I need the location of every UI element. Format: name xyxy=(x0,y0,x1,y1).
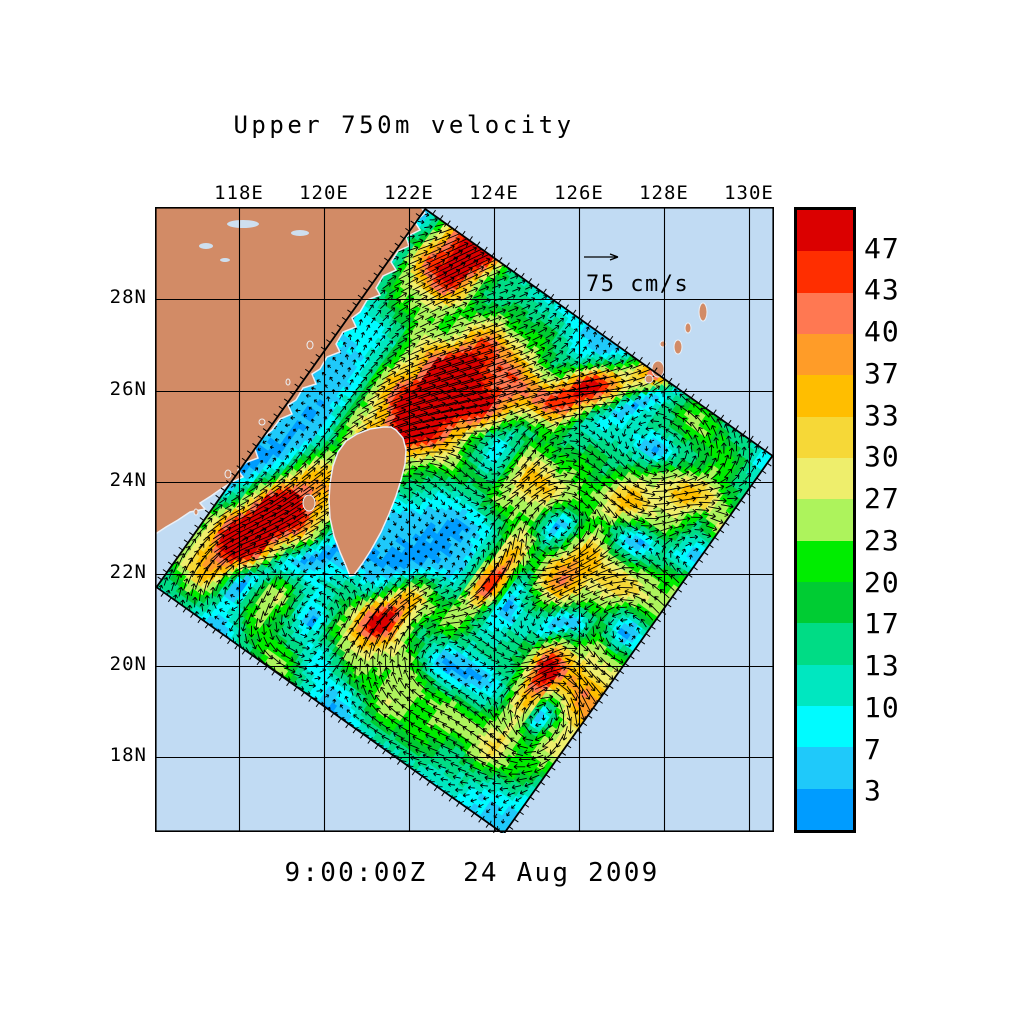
lon-tick-label: 118E xyxy=(214,182,264,204)
colorbar-tick-label: 47 xyxy=(864,231,900,265)
colorbar-band xyxy=(797,210,853,252)
timestamp: 9:00:00Z 24 Aug 2009 xyxy=(284,858,660,888)
lat-tick-label: 18N xyxy=(109,744,147,766)
lon-tick-label: 126E xyxy=(554,182,604,204)
colorbar-band xyxy=(797,664,853,706)
reference-vector-label: 75 cm/s xyxy=(586,272,690,297)
colorbar-band xyxy=(797,747,853,789)
colorbar-band xyxy=(797,333,853,376)
colorbar-tick-label: 20 xyxy=(864,565,900,599)
colorbar-tick-label: 40 xyxy=(864,315,900,349)
lat-tick-label: 20N xyxy=(109,653,147,675)
lon-tick-label: 124E xyxy=(469,182,519,204)
colorbar-band xyxy=(797,457,853,500)
colorbar-band xyxy=(797,540,853,582)
colorbar-tick-label: 7 xyxy=(864,732,882,766)
colorbar-tick-label: 10 xyxy=(864,690,900,724)
colorbar-tick-label: 43 xyxy=(864,273,900,307)
colorbar-band xyxy=(797,375,853,417)
lon-tick-label: 128E xyxy=(639,182,689,204)
colorbar-tick-label: 3 xyxy=(864,774,882,808)
lon-tick-label: 130E xyxy=(724,182,774,204)
colorbar-band xyxy=(797,581,853,624)
lat-tick-label: 26N xyxy=(109,378,147,400)
colorbar-tick-label: 27 xyxy=(864,482,900,516)
lat-tick-label: 28N xyxy=(109,286,147,308)
lon-tick-label: 120E xyxy=(299,182,349,204)
colorbar-band xyxy=(797,292,853,334)
colorbar-tick-label: 30 xyxy=(864,440,900,474)
colorbar-tick-label: 37 xyxy=(864,356,900,390)
colorbar-band xyxy=(797,251,853,293)
colorbar-tick-label: 23 xyxy=(864,523,900,557)
map-canvas xyxy=(155,207,775,833)
lat-tick-label: 22N xyxy=(109,561,147,583)
colorbar-tick-label: 33 xyxy=(864,398,900,432)
colorbar-tick-label: 13 xyxy=(864,649,900,683)
lat-tick-label: 24N xyxy=(109,469,147,491)
colorbar-band xyxy=(797,788,853,830)
colorbar-band xyxy=(797,623,853,665)
colorbar-band xyxy=(797,416,853,458)
lon-tick-label: 122E xyxy=(384,182,434,204)
colorbar xyxy=(794,207,856,833)
colorbar-band xyxy=(797,499,853,541)
colorbar-tick-label: 17 xyxy=(864,607,900,641)
colorbar-band xyxy=(797,705,853,748)
page-title: Upper 750m velocity xyxy=(233,111,575,139)
